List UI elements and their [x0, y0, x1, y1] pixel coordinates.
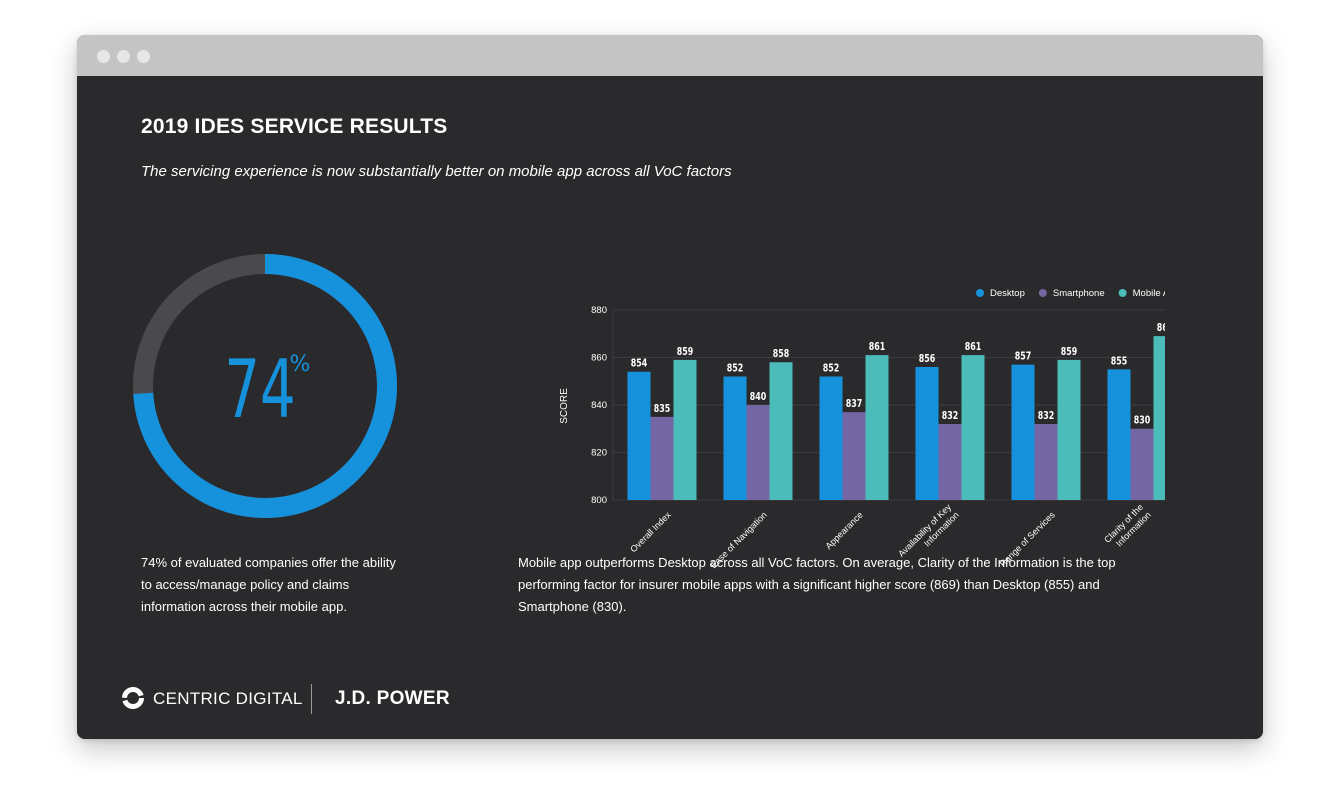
- brand-jd-power: J.D. POWER: [335, 688, 450, 709]
- bar: [865, 355, 889, 500]
- bar-value-label: 835: [654, 403, 671, 416]
- bar: [673, 359, 697, 500]
- bar-value-label: 861: [869, 341, 886, 354]
- legend-label: Mobile App: [1133, 288, 1165, 299]
- chart-bars: 854 835 859 852 840 858 852 837 861 856 832 861 857 8…: [627, 322, 1165, 500]
- window-titlebar: [77, 35, 1263, 76]
- bar-value-label: 852: [727, 362, 744, 375]
- x-tick-label-line: Appearance: [823, 510, 864, 551]
- bar: [769, 362, 793, 500]
- chart-y-axis: 800 820 840 860 880: [591, 305, 607, 506]
- browser-window: 2019 IDES SERVICE RESULTS The servicing …: [77, 35, 1263, 739]
- chart-grid: [612, 309, 1165, 501]
- bar: [1153, 336, 1165, 500]
- bar: [746, 405, 770, 500]
- bar: [1011, 364, 1035, 500]
- y-tick-label: 800: [591, 495, 607, 506]
- y-tick-label: 820: [591, 448, 607, 459]
- bar-value-label: 857: [1015, 350, 1032, 363]
- legend-swatch: [1038, 289, 1047, 297]
- chart-legend: Desktop Smartphone Mobile App: [976, 288, 1165, 299]
- legend-swatch: [976, 289, 984, 297]
- bar-value-label: 852: [823, 362, 840, 375]
- bar-value-label: 840: [750, 391, 767, 404]
- bar-value-label: 859: [1061, 346, 1078, 359]
- bar: [961, 355, 985, 500]
- y-tick-label: 860: [591, 353, 607, 364]
- page-title: 2019 IDES SERVICE RESULTS: [141, 115, 448, 138]
- bar-value-label: 859: [677, 346, 694, 359]
- footer-logos: CENTRIC DIGITAL J.D. POWER: [121, 680, 521, 720]
- bar: [627, 371, 651, 500]
- y-tick-label: 840: [591, 400, 607, 411]
- bar-value-label: 869: [1157, 322, 1165, 335]
- donut-value: 74: [224, 344, 295, 437]
- donut-description: 74% of evaluated companies offer the abi…: [141, 555, 396, 614]
- x-tick-label: Overall Index: [628, 509, 673, 554]
- slide-content: 2019 IDES SERVICE RESULTS The servicing …: [77, 76, 1263, 739]
- bar-chart: Desktop Smartphone Mobile App 800 820 840 860…: [559, 288, 1165, 570]
- bar-value-label: 832: [1038, 410, 1055, 423]
- window-dot-close[interactable]: [97, 50, 110, 63]
- bar-value-label: 832: [942, 410, 959, 423]
- legend-label: Desktop: [990, 288, 1025, 299]
- window-dot-maximize[interactable]: [137, 50, 150, 63]
- bar: [1057, 359, 1081, 500]
- bar: [1107, 369, 1131, 500]
- y-tick-label: 880: [591, 305, 607, 316]
- bar: [915, 367, 939, 500]
- bar-value-label: 830: [1134, 415, 1151, 428]
- donut-unit: %: [290, 352, 311, 377]
- legend-label: Smartphone: [1053, 288, 1105, 299]
- bar: [938, 424, 962, 500]
- centric-digital-logo-icon: [122, 687, 144, 709]
- bar-value-label: 856: [919, 353, 936, 366]
- brand-centric-digital: CENTRIC DIGITAL: [153, 689, 303, 708]
- donut-chart: 74 %: [133, 254, 397, 518]
- bar-value-label: 861: [965, 341, 982, 354]
- bar: [1130, 428, 1154, 500]
- bar-value-label: 837: [846, 398, 863, 411]
- chart-description: Mobile app outperforms Desktop across al…: [518, 555, 1116, 614]
- page-subtitle: The servicing experience is now substant…: [141, 163, 732, 180]
- x-tick-label-line: Overall Index: [628, 509, 673, 554]
- bar: [819, 376, 843, 500]
- bar: [1034, 424, 1058, 500]
- bar-value-label: 858: [773, 348, 790, 361]
- bar-value-label: 855: [1111, 355, 1128, 368]
- bar: [650, 416, 674, 500]
- footer-divider: [311, 684, 312, 714]
- y-axis-title: SCORE: [559, 388, 570, 424]
- window-dot-minimize[interactable]: [117, 50, 130, 63]
- bar-value-label: 854: [631, 358, 648, 371]
- bar: [842, 412, 866, 500]
- legend-swatch: [1118, 289, 1127, 297]
- donut-arc: [133, 254, 397, 518]
- bar: [723, 376, 747, 500]
- x-tick-label: Appearance: [823, 510, 864, 551]
